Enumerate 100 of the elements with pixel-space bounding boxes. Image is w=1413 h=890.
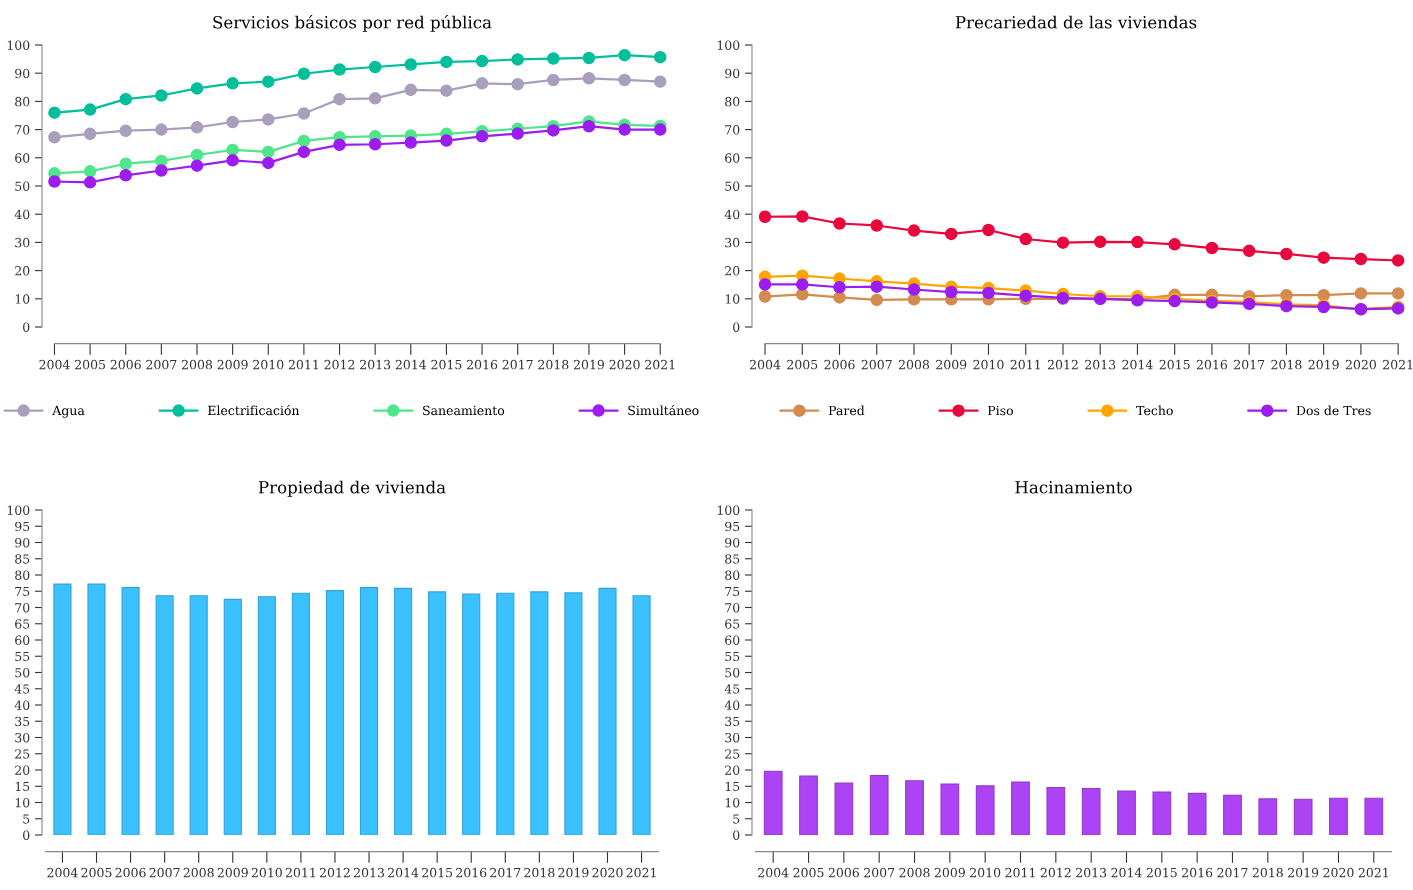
x-tick-label: 2005	[793, 867, 824, 878]
x-tick-label: 2011	[288, 359, 319, 370]
x-tick-label: 2021	[1383, 359, 1413, 370]
y-tick-label: 20	[725, 765, 740, 775]
y-tick-label: 90	[15, 537, 30, 548]
x-tick-label: 2006	[110, 359, 141, 370]
y-tick-label: 45	[724, 684, 740, 694]
x-tick-label: 2015	[1146, 867, 1177, 878]
y-tick-label: 70	[15, 125, 30, 135]
x-tick-label: 2010	[970, 867, 1001, 878]
x-tick-label: 2019	[573, 359, 605, 370]
x-tick-label: 2016	[456, 867, 487, 878]
x-tick-label: 2015	[1159, 359, 1190, 370]
legend-label: Simultáneo	[628, 404, 699, 416]
y-tick-label: 40	[14, 700, 30, 710]
legend-label: Electrificación	[208, 404, 300, 416]
y-tick-label: 30	[15, 732, 30, 743]
y-tick-label: 65	[15, 619, 30, 629]
x-tick-label: 2021	[1358, 867, 1388, 878]
x-tick-label: 2020	[1345, 359, 1376, 370]
y-tick-label: 5	[23, 814, 30, 824]
y-tick-label: 10	[725, 797, 740, 808]
y-tick-label: 75	[725, 586, 740, 597]
x-tick-label: 2005	[75, 359, 106, 370]
x-tick-label: 2014	[395, 359, 427, 370]
y-tick-label: 50	[725, 667, 740, 678]
x-tick-label: 2018	[1252, 867, 1283, 878]
y-tick-label: 30	[725, 237, 740, 248]
legend-label: Techo	[1136, 405, 1173, 416]
x-tick-label: 2019	[558, 867, 589, 878]
x-tick-label: 2016	[467, 359, 498, 370]
chart-title: Servicios básicos por red pública	[213, 15, 492, 32]
y-tick-label: 10	[725, 294, 740, 304]
x-tick-label: 2009	[934, 867, 965, 878]
y-tick-label: 85	[15, 554, 30, 564]
y-tick-label: 20	[725, 266, 740, 276]
y-tick-label: 40	[14, 209, 30, 220]
x-tick-label: 2013	[360, 359, 391, 370]
x-tick-label: 2006	[115, 867, 146, 878]
x-tick-label: 2010	[253, 359, 284, 370]
y-tick-label: 100	[7, 505, 30, 515]
x-tick-label: 2019	[1288, 867, 1319, 878]
y-tick-label: 65	[725, 619, 740, 629]
x-tick-label: 2018	[538, 359, 569, 370]
x-tick-label: 2016	[1196, 359, 1228, 370]
x-tick-label: 2008	[181, 359, 213, 370]
x-tick-label: 2021	[626, 867, 656, 878]
y-tick-label: 90	[15, 68, 30, 79]
y-tick-label: 70	[15, 602, 30, 613]
x-tick-label: 2018	[524, 867, 555, 878]
x-tick-label: 2004	[47, 867, 78, 878]
x-tick-label: 2005	[81, 867, 112, 878]
y-tick-label: 40	[724, 209, 740, 220]
y-tick-label: 10	[15, 294, 30, 304]
x-tick-label: 2013	[353, 867, 385, 878]
x-tick-label: 2010	[973, 359, 1004, 370]
y-tick-label: 90	[725, 68, 740, 79]
x-tick-label: 2013	[1076, 867, 1107, 878]
x-tick-label: 2017	[502, 359, 533, 370]
x-tick-label: 2011	[1005, 867, 1035, 878]
y-tick-label: 5	[733, 814, 740, 824]
x-tick-label: 2008	[183, 867, 214, 878]
y-tick-label: 45	[14, 684, 30, 694]
y-tick-label: 60	[725, 153, 740, 163]
legend-label: Piso	[987, 405, 1013, 416]
y-tick-label: 20	[15, 765, 30, 775]
y-tick-label: 80	[725, 96, 740, 107]
y-tick-label: 20	[15, 266, 30, 276]
y-tick-label: 50	[15, 181, 30, 191]
x-tick-label: 2017	[1234, 359, 1265, 370]
y-tick-label: 0	[23, 830, 30, 840]
y-tick-label: 25	[725, 749, 740, 759]
y-tick-label: 55	[15, 651, 30, 662]
y-tick-label: 40	[724, 700, 740, 710]
y-tick-label: 70	[725, 602, 740, 613]
x-tick-label: 2019	[1308, 359, 1339, 370]
y-tick-label: 35	[15, 716, 30, 727]
x-tick-label: 2021	[645, 359, 675, 370]
x-tick-label: 2020	[592, 867, 623, 878]
legend-label: Agua	[52, 405, 85, 418]
chart-title: Propiedad de vivienda	[258, 480, 446, 497]
x-tick-label: 2010	[251, 867, 282, 878]
legend-label: Dos de Tres	[1296, 405, 1371, 416]
y-tick-label: 0	[23, 322, 30, 332]
y-tick-label: 35	[725, 716, 740, 727]
y-tick-label: 30	[15, 237, 30, 248]
x-tick-label: 2008	[899, 867, 930, 878]
y-tick-label: 60	[725, 635, 740, 645]
x-tick-label: 2014	[388, 867, 419, 878]
y-tick-label: 80	[725, 570, 740, 580]
y-tick-label: 30	[725, 732, 740, 743]
x-tick-label: 2009	[217, 359, 248, 370]
x-tick-label: 2020	[1323, 867, 1354, 878]
legend-label: Saneamiento	[423, 405, 505, 416]
x-tick-label: 2016	[1182, 867, 1213, 878]
x-tick-label: 2015	[422, 867, 453, 878]
y-tick-label: 100	[717, 40, 740, 50]
x-tick-label: 2012	[319, 867, 350, 878]
y-tick-label: 60	[15, 635, 30, 645]
x-tick-label: 2007	[149, 867, 180, 878]
